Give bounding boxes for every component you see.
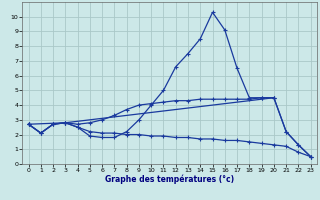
X-axis label: Graphe des températures (°c): Graphe des températures (°c) [105, 175, 234, 184]
